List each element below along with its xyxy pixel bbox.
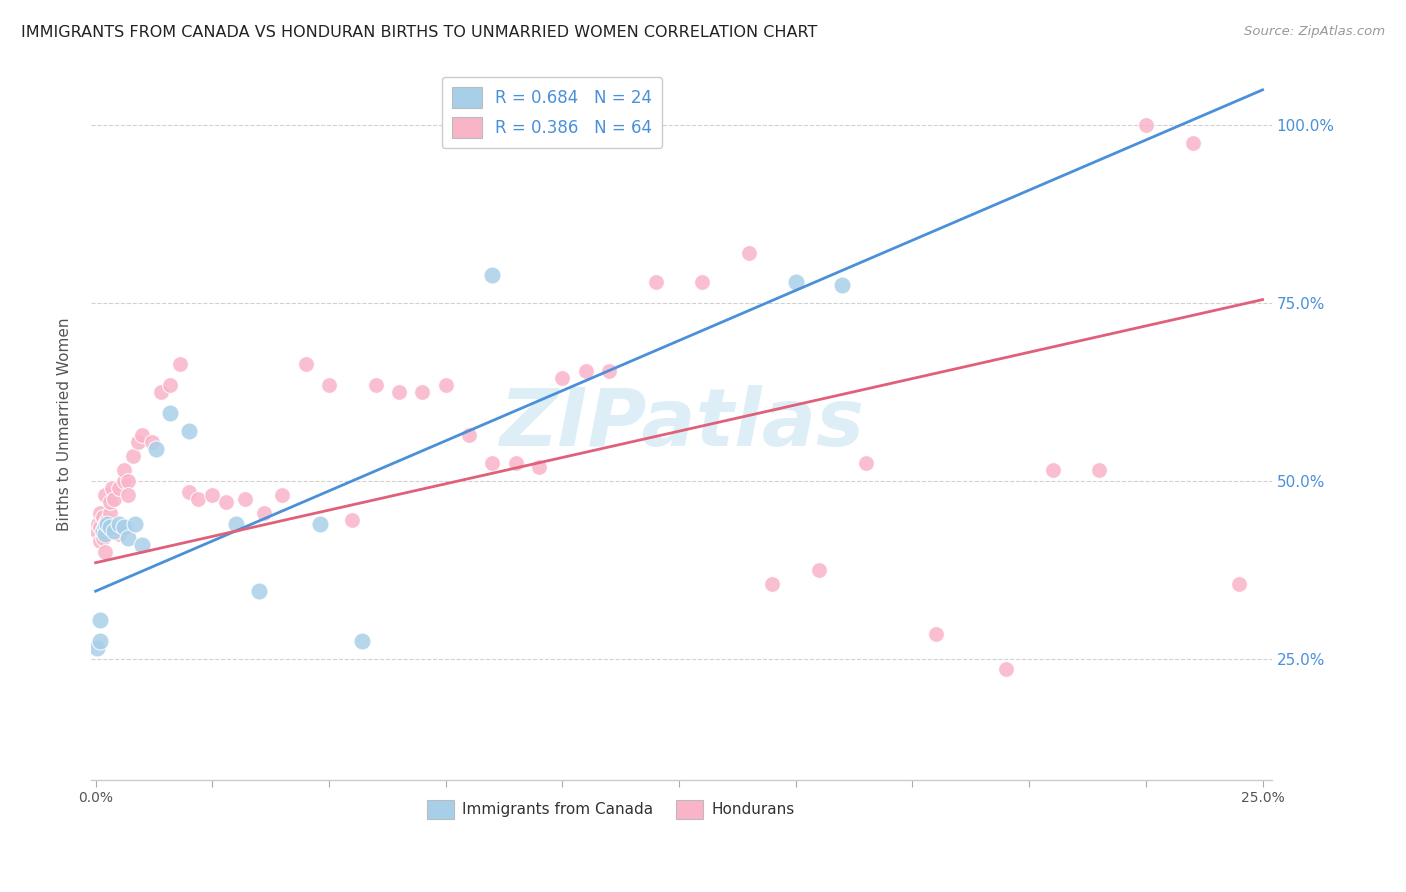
Point xyxy=(103,524,125,538)
Point xyxy=(89,506,111,520)
Point xyxy=(86,524,108,538)
Point xyxy=(98,506,121,520)
Point xyxy=(644,275,666,289)
Point xyxy=(225,516,247,531)
Point xyxy=(350,634,373,648)
Point xyxy=(96,513,118,527)
Y-axis label: Births to Unmarried Women: Births to Unmarried Women xyxy=(58,318,72,531)
Point xyxy=(994,662,1017,676)
Point xyxy=(458,427,481,442)
Point xyxy=(86,641,108,656)
Point xyxy=(112,520,135,534)
Point xyxy=(89,520,111,534)
Point xyxy=(925,627,948,641)
Point xyxy=(108,516,131,531)
Point xyxy=(91,531,114,545)
Point xyxy=(271,488,294,502)
Point xyxy=(98,495,121,509)
Point xyxy=(87,516,110,531)
Point xyxy=(177,424,200,438)
Point xyxy=(112,474,135,488)
Point xyxy=(117,474,139,488)
Point xyxy=(831,278,853,293)
Point xyxy=(112,463,135,477)
Point xyxy=(527,459,550,474)
Point xyxy=(177,484,200,499)
Point xyxy=(145,442,167,456)
Point xyxy=(149,385,172,400)
Point xyxy=(108,481,131,495)
Point xyxy=(91,509,114,524)
Point xyxy=(233,491,256,506)
Point xyxy=(89,613,111,627)
Point xyxy=(96,516,118,531)
Point xyxy=(89,534,111,549)
Point xyxy=(411,385,433,400)
Point xyxy=(141,434,163,449)
Point xyxy=(318,378,340,392)
Point xyxy=(551,371,574,385)
Point xyxy=(388,385,411,400)
Point xyxy=(1135,119,1157,133)
Point xyxy=(124,516,146,531)
Point xyxy=(253,506,276,520)
Point xyxy=(505,456,527,470)
Point xyxy=(94,488,117,502)
Point xyxy=(215,495,238,509)
Point xyxy=(761,577,783,591)
Point xyxy=(294,357,316,371)
Point xyxy=(159,406,181,420)
Legend: Immigrants from Canada, Hondurans: Immigrants from Canada, Hondurans xyxy=(420,794,800,825)
Point xyxy=(101,481,124,495)
Point xyxy=(201,488,224,502)
Point xyxy=(481,268,503,282)
Point xyxy=(91,524,114,538)
Point xyxy=(785,275,807,289)
Point xyxy=(308,516,330,531)
Point xyxy=(738,246,761,260)
Point xyxy=(598,364,620,378)
Point xyxy=(117,488,139,502)
Point xyxy=(434,378,457,392)
Point xyxy=(103,520,125,534)
Text: IMMIGRANTS FROM CANADA VS HONDURAN BIRTHS TO UNMARRIED WOMEN CORRELATION CHART: IMMIGRANTS FROM CANADA VS HONDURAN BIRTH… xyxy=(21,25,817,40)
Point xyxy=(1227,577,1250,591)
Point xyxy=(89,634,111,648)
Point xyxy=(131,427,153,442)
Point xyxy=(94,545,117,559)
Point xyxy=(122,449,145,463)
Point xyxy=(855,456,877,470)
Point xyxy=(117,531,139,545)
Text: ZIPatlas: ZIPatlas xyxy=(499,385,863,463)
Text: Source: ZipAtlas.com: Source: ZipAtlas.com xyxy=(1244,25,1385,38)
Point xyxy=(187,491,209,506)
Point xyxy=(108,527,131,541)
Point xyxy=(247,584,270,599)
Point xyxy=(575,364,598,378)
Point xyxy=(159,378,181,392)
Point xyxy=(481,456,503,470)
Point xyxy=(103,491,125,506)
Point xyxy=(94,516,117,531)
Point xyxy=(127,434,149,449)
Point xyxy=(364,378,387,392)
Point xyxy=(94,527,117,541)
Point xyxy=(342,513,364,527)
Point xyxy=(98,520,121,534)
Point xyxy=(808,563,831,577)
Point xyxy=(1181,136,1204,151)
Point xyxy=(169,357,191,371)
Point xyxy=(131,538,153,552)
Point xyxy=(692,275,714,289)
Point xyxy=(98,520,121,534)
Point xyxy=(1042,463,1064,477)
Point xyxy=(94,520,117,534)
Point xyxy=(1088,463,1111,477)
